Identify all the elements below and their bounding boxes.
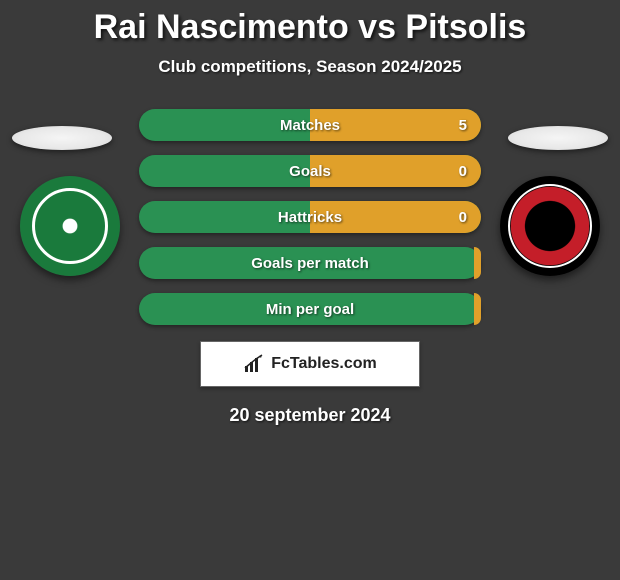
brand-box[interactable]: FcTables.com bbox=[200, 341, 420, 387]
stat-value-right: 5 bbox=[459, 117, 467, 134]
player-photo-right bbox=[508, 126, 608, 150]
stat-fill-right bbox=[310, 155, 481, 187]
chart-icon bbox=[243, 354, 265, 374]
stat-value-right: 0 bbox=[459, 209, 467, 226]
stat-value-right: 0 bbox=[459, 163, 467, 180]
stat-row: Matches 5 bbox=[139, 109, 481, 141]
stat-label: Hattricks bbox=[278, 209, 342, 226]
brand-text: FcTables.com bbox=[271, 355, 377, 373]
club-badge-right bbox=[500, 176, 600, 276]
club-badge-left bbox=[20, 176, 120, 276]
page-title: Rai Nascimento vs Pitsolis bbox=[0, 0, 620, 47]
stat-row: Hattricks 0 bbox=[139, 201, 481, 233]
date-label: 20 september 2024 bbox=[0, 405, 620, 426]
stat-label: Min per goal bbox=[266, 301, 354, 318]
stat-row: Goals per match bbox=[139, 247, 481, 279]
stat-label: Goals per match bbox=[251, 255, 369, 272]
stat-fill-right bbox=[474, 247, 481, 279]
player-photo-left bbox=[12, 126, 112, 150]
subtitle: Club competitions, Season 2024/2025 bbox=[0, 57, 620, 77]
stat-row: Min per goal bbox=[139, 293, 481, 325]
stat-label: Goals bbox=[289, 163, 331, 180]
stat-row: Goals 0 bbox=[139, 155, 481, 187]
stat-fill-right bbox=[474, 293, 481, 325]
stat-label: Matches bbox=[280, 117, 340, 134]
